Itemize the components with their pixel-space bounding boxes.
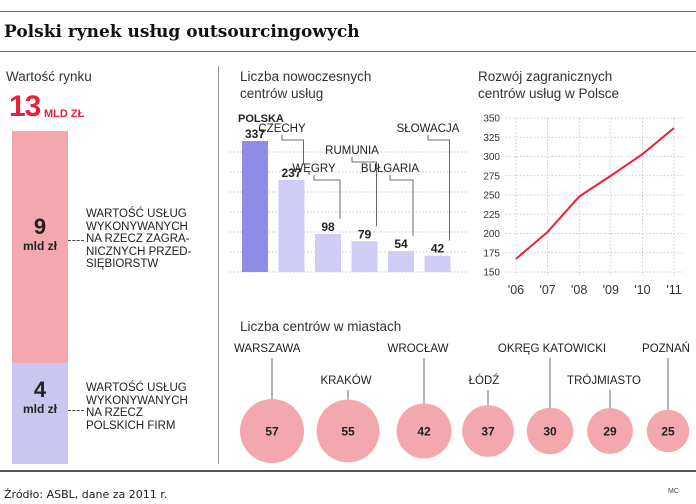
column-divider [218, 66, 219, 464]
city-value-label: 29 [603, 425, 617, 439]
bar-chart-title: Liczba nowoczesnych centrów usług [240, 69, 372, 101]
city-name-label: KRAKÓW [320, 374, 371, 387]
city-bubble [396, 403, 452, 459]
city-bubble [526, 407, 574, 455]
segment-value-domestic: 4 [33, 377, 47, 402]
y-tick-label: 325 [483, 133, 500, 144]
city-bubble [646, 409, 690, 453]
segment-label-domestic: WARTOŚĆ USŁUG WYKONYWANYCH NA RZECZ POLS… [86, 382, 188, 432]
city-name-label: WROCŁAW [388, 343, 449, 355]
bar-value-label: 237 [281, 166, 301, 180]
bar-value-label: 79 [358, 227, 372, 241]
y-tick-label: 200 [483, 229, 500, 240]
market-heading: Wartość rynku [6, 69, 92, 84]
y-tick-label: 225 [483, 210, 500, 221]
bottom-rule [0, 470, 696, 472]
x-tick-label: '09 [603, 283, 619, 297]
bar-category-label: SŁOWACJA [397, 123, 460, 135]
series-line [515, 127, 675, 260]
city-name-label: TRÓJMIASTO [567, 374, 641, 387]
city-bubble [587, 408, 633, 454]
city-bubble [316, 399, 380, 463]
market-total-unit: MLD ZŁ [44, 108, 85, 120]
title-rule [0, 51, 696, 52]
x-tick-label: '07 [539, 283, 555, 297]
city-value-label: 55 [341, 425, 355, 439]
x-tick-label: '06 [508, 283, 524, 297]
city-value-label: 57 [265, 425, 279, 439]
bar [242, 141, 268, 272]
cities-chart: 57 WARSZAWA 55 KRAKÓW 42 WROCŁAW 37 ŁÓDŹ 30 OKRĘG… [234, 342, 690, 463]
bar-chart: 337 POLSKA 237 CZECHY 98 WĘGRY 79 RUMUNIA 54 BUŁG… [230, 113, 466, 273]
market-segment-domestic: 4 mld zł [12, 363, 68, 464]
cities-chart-title: Liczba centrów w miastach [240, 319, 402, 334]
city-value-label: 37 [481, 425, 495, 439]
y-tick-label: 350 [483, 114, 500, 125]
x-tick-label: '08 [571, 283, 587, 297]
bar-leader-line [281, 135, 304, 165]
bar-leader-line [389, 175, 414, 237]
bar-value-label: 98 [321, 220, 335, 234]
bar-value-label: 42 [431, 242, 445, 256]
top-rule [0, 11, 696, 12]
bar-leader-line [351, 157, 377, 227]
bar-leader-line [427, 135, 450, 241]
bar [315, 233, 341, 272]
y-tick-label: 175 [483, 248, 500, 259]
segment-value-foreign: 9 [33, 214, 47, 239]
line-chart-title: Rozwój zagranicznych centrów usług w Pol… [478, 69, 620, 101]
segment-label-foreign: WARTOŚĆ USŁUG WYKONYWANYCH NA RZECZ ZAGR… [86, 208, 192, 271]
bar-category-label: CZECHY [258, 123, 306, 135]
city-name-label: ŁÓDŹ [469, 374, 500, 387]
market-segment-foreign: 9 mld zł [12, 131, 68, 363]
y-tick-label: 300 [483, 152, 500, 163]
bar [388, 251, 414, 272]
connector-foreign [68, 240, 84, 241]
page-title: Polski rynek usług outsourcingowych [4, 22, 360, 42]
bar-category-label: RUMUNIA [325, 145, 379, 157]
bar-value-label: 54 [394, 237, 408, 251]
segment-unit-domestic: mld zł [22, 402, 57, 416]
city-name-label: OKRĘG KATOWICKI [498, 343, 606, 355]
city-value-label: 42 [417, 425, 431, 439]
bar-leader-line [313, 175, 341, 219]
city-name-label: POZNAŃ [642, 342, 690, 355]
city-bubble [462, 405, 514, 457]
y-tick-label: 275 [483, 171, 500, 182]
y-tick-label: 150 [483, 268, 500, 279]
bar-category-label: POLSKA [238, 113, 284, 125]
bar [278, 179, 305, 272]
city-value-label: 25 [661, 425, 675, 439]
city-name-label: WARSZAWA [234, 343, 301, 355]
x-tick-label: '11 [666, 283, 681, 297]
bar-value-label: 337 [245, 127, 265, 141]
line-chart: 150 175 200 225 250 275 300 325 350 '06 '07 '08 '09 '… [483, 114, 684, 297]
x-tick-label: '10 [634, 283, 650, 297]
connector-domestic [68, 410, 84, 411]
market-total-value: 13 [9, 90, 41, 123]
bar [351, 241, 378, 272]
bar-category-label: WĘGRY [292, 163, 336, 175]
bar [424, 255, 451, 272]
credit: MC [668, 488, 679, 495]
city-bubble [240, 399, 304, 463]
city-value-label: 30 [543, 425, 557, 439]
source-note: Źródło: ASBL, dane za 2011 r. [4, 488, 168, 501]
bar-category-label: BUŁGARIA [361, 163, 419, 175]
y-tick-label: 250 [483, 191, 500, 202]
segment-unit-foreign: mld zł [22, 239, 57, 253]
